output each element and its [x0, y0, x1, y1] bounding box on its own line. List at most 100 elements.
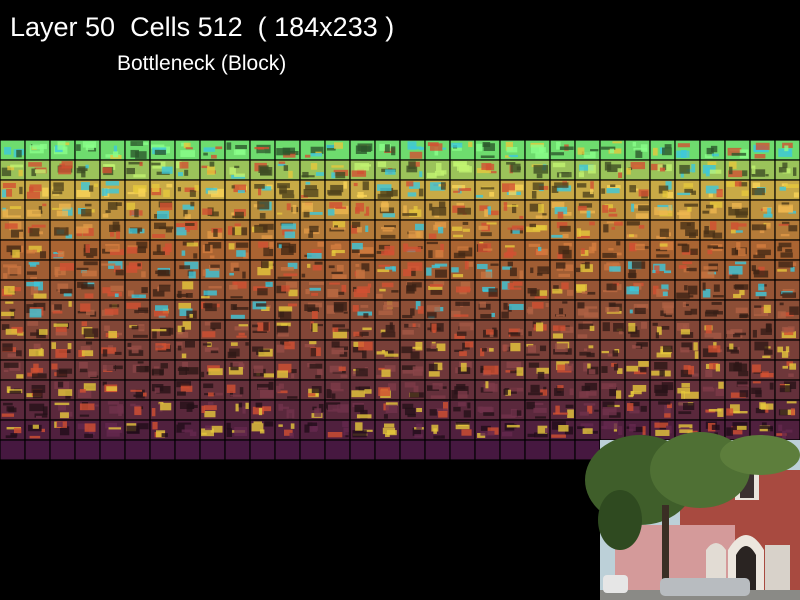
cell-feature	[203, 152, 208, 156]
cell-feature	[640, 405, 647, 412]
cell-feature	[486, 347, 492, 352]
cell-feature	[781, 221, 790, 225]
cell-feature	[204, 410, 216, 418]
cell-feature	[286, 203, 291, 211]
cell-feature	[253, 421, 263, 424]
cell-feature	[358, 386, 370, 392]
cell-feature	[531, 190, 537, 199]
cell-feature	[209, 255, 215, 259]
cell	[349, 439, 376, 461]
cell-feature	[733, 363, 748, 372]
cell-feature	[209, 161, 215, 167]
cell-feature	[581, 248, 585, 255]
cell-feature	[579, 391, 589, 398]
cell-feature	[234, 226, 242, 236]
cell-feature	[6, 215, 21, 218]
cell-feature	[282, 227, 293, 236]
cell-feature	[516, 367, 524, 376]
cell-feature	[115, 269, 124, 276]
cell-feature	[676, 150, 690, 158]
cell	[224, 439, 251, 461]
cell-feature	[308, 230, 314, 238]
cell-feature	[451, 226, 463, 231]
cell-feature	[756, 244, 766, 248]
cell-feature	[703, 266, 718, 270]
cell-feature	[759, 296, 766, 299]
cell-feature	[492, 327, 497, 336]
cell-feature	[684, 285, 688, 291]
cell-feature	[207, 166, 215, 175]
cell-feature	[402, 368, 414, 374]
cell-feature	[582, 428, 593, 434]
cell-feature	[681, 342, 693, 350]
cell-feature	[435, 250, 444, 258]
cell-feature	[178, 366, 187, 375]
cell-feature	[113, 145, 118, 153]
cell-feature	[351, 249, 360, 254]
cell-feature	[688, 295, 694, 298]
cell-feature	[287, 262, 298, 269]
cell-feature	[326, 144, 341, 149]
cell-feature	[528, 362, 540, 368]
cell-feature	[638, 189, 649, 197]
cell-feature	[561, 282, 569, 290]
cell-feature	[384, 301, 399, 308]
cell-feature	[742, 170, 748, 177]
cell-feature	[709, 362, 719, 370]
cell-feature	[752, 182, 761, 189]
cell-feature	[10, 164, 24, 168]
cell-feature	[407, 282, 422, 288]
cell-feature	[461, 429, 472, 436]
cell-feature	[39, 231, 44, 235]
cell-feature	[284, 429, 293, 436]
cell-feature	[552, 325, 566, 331]
cell-feature	[753, 307, 769, 317]
cell-feature	[83, 328, 99, 338]
cell-feature	[105, 188, 119, 194]
cell-feature	[28, 186, 34, 193]
cell-feature	[510, 370, 523, 374]
cell-feature	[301, 175, 315, 178]
cell-feature	[738, 248, 746, 256]
cell-feature	[360, 304, 369, 308]
cell-feature	[640, 144, 648, 152]
cell-feature	[9, 308, 16, 312]
cell-feature	[202, 269, 206, 277]
cell-feature	[788, 373, 794, 377]
cell-feature	[82, 270, 97, 277]
cell-feature	[326, 305, 336, 314]
cell-feature	[32, 424, 39, 429]
cell-feature	[236, 242, 249, 248]
cell-feature	[134, 406, 142, 416]
cell-feature	[766, 323, 771, 329]
cell-feature	[202, 343, 211, 346]
cell-feature	[127, 345, 142, 350]
cell-feature	[26, 271, 37, 275]
cell-feature	[660, 310, 667, 317]
cell-feature	[2, 343, 13, 352]
cell-feature	[411, 267, 416, 277]
cell-feature	[363, 429, 373, 432]
cell-feature	[385, 402, 398, 406]
cell-feature	[214, 392, 223, 396]
cell-feature	[626, 286, 639, 295]
cell-feature	[332, 221, 346, 228]
cell-feature	[310, 146, 324, 154]
cell-feature	[453, 252, 466, 259]
cell-feature	[184, 214, 191, 219]
cell-feature	[251, 423, 264, 432]
cell-feature	[309, 341, 317, 345]
cell-feature	[3, 285, 15, 295]
cell-feature	[226, 422, 231, 430]
cell-feature	[656, 288, 668, 297]
cell-feature	[409, 392, 424, 398]
cell-feature	[185, 223, 195, 226]
cell-feature	[107, 291, 122, 297]
cell	[74, 439, 101, 461]
cell-feature	[210, 322, 222, 329]
cell-feature	[751, 165, 756, 175]
cell-feature	[105, 422, 118, 429]
cell-feature	[584, 382, 598, 391]
cell-feature	[728, 206, 740, 216]
cell-feature	[355, 386, 361, 390]
